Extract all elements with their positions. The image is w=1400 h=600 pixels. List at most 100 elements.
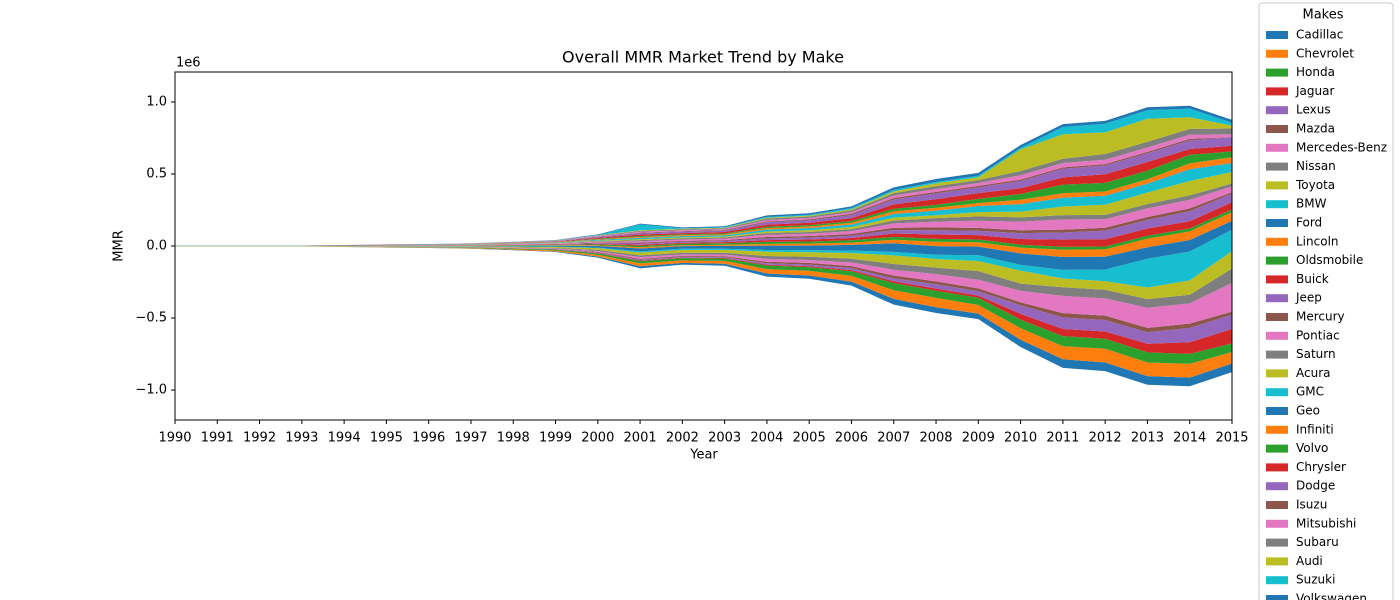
legend-label: Suzuki [1296, 573, 1335, 587]
legend-swatch [1266, 557, 1288, 566]
legend-label: Mercury [1296, 310, 1345, 324]
x-tick-label: 1996 [412, 431, 445, 446]
legend-label: Infiniti [1296, 422, 1334, 436]
stream-area [175, 163, 1232, 246]
x-tick-label: 1995 [370, 431, 403, 446]
legend-label: Nissan [1296, 159, 1336, 173]
y-tick-label: 0.5 [146, 166, 167, 181]
stream-area [175, 229, 1232, 288]
legend-label: GMC [1296, 385, 1324, 399]
legend-label: Acura [1296, 366, 1331, 380]
legend-swatch [1266, 407, 1288, 415]
x-tick-label: 2007 [877, 431, 910, 446]
legend-swatch [1266, 595, 1288, 600]
legend-swatch [1266, 200, 1288, 209]
legend-swatch [1266, 576, 1288, 585]
legend-label: Cadillac [1296, 28, 1343, 42]
legend-swatch [1266, 219, 1288, 227]
x-tick-label: 1994 [328, 431, 361, 446]
stream-area [175, 246, 1232, 344]
x-tick-label: 2014 [1173, 431, 1206, 446]
stream-area [175, 212, 1232, 257]
stream-area [175, 246, 1232, 387]
legend-title: Makes [1302, 8, 1343, 23]
legend-swatch [1266, 331, 1288, 340]
legend-swatch [1266, 68, 1288, 77]
x-tick-label: 1990 [158, 431, 191, 446]
stream-area [175, 163, 1232, 246]
legend-label: Toyota [1295, 178, 1335, 192]
legend-label: Lincoln [1296, 234, 1339, 248]
stream-area [175, 108, 1232, 246]
legend-swatch [1266, 538, 1288, 547]
x-tick-label: 2011 [1046, 431, 1079, 446]
x-tick-label: 1999 [539, 431, 572, 446]
legend: Makes Cadillac Chevrolet Honda Jaguar Lexus M… [1258, 2, 1394, 600]
x-tick-label: 2001 [624, 431, 657, 446]
legend-swatch [1266, 463, 1288, 472]
legend-swatch [1266, 482, 1288, 491]
legend-swatch [1266, 237, 1288, 246]
x-tick-label: 1998 [497, 431, 530, 446]
x-tick-label: 2005 [793, 431, 826, 446]
legend-swatch [1266, 501, 1288, 509]
legend-swatch [1266, 31, 1288, 39]
x-tick-label: 2004 [750, 431, 783, 446]
legend-swatch [1266, 49, 1288, 58]
legend-label: Pontiac [1296, 328, 1340, 342]
stream-area [175, 246, 1232, 378]
y-axis-label: MMR [112, 230, 127, 261]
y-tick-label: −0.5 [135, 311, 167, 326]
x-tick-label: 2013 [1131, 431, 1164, 446]
legend-swatch [1266, 87, 1288, 96]
legend-label: Honda [1296, 65, 1335, 79]
stream-area [175, 246, 1232, 308]
legend-swatch [1266, 388, 1288, 397]
y-tick-label: 0.0 [146, 239, 167, 254]
x-tick-label: 2010 [1004, 431, 1037, 446]
y-tick-label: −1.0 [135, 383, 167, 398]
legend-label: Volvo [1296, 441, 1328, 455]
stream-area [175, 246, 1232, 364]
x-tick-label: 1992 [243, 431, 276, 446]
stream-area [175, 246, 1232, 354]
x-tick-label: 2012 [1089, 431, 1122, 446]
legend-label: Saturn [1296, 347, 1336, 361]
legend-swatch [1266, 275, 1288, 284]
legend-swatch [1266, 181, 1288, 190]
legend-swatch [1266, 313, 1288, 321]
chart-title: Overall MMR Market Trend by Make [562, 48, 844, 67]
stream-area [175, 245, 1232, 300]
legend-label: Dodge [1296, 479, 1335, 493]
x-tick-label: 2008 [919, 431, 952, 446]
legend-label: Isuzu [1296, 498, 1327, 512]
legend-label: Mercedes-Benz [1296, 140, 1387, 154]
legend-swatch [1266, 444, 1288, 453]
legend-label: Ford [1296, 216, 1322, 230]
x-tick-label: 2006 [835, 431, 868, 446]
plot-area [175, 105, 1232, 387]
legend-label: Lexus [1296, 103, 1331, 117]
stream-area [175, 193, 1232, 246]
x-tick-label: 2003 [708, 431, 741, 446]
y-tick-label: 1.0 [146, 94, 167, 109]
x-tick-label: 2002 [666, 431, 699, 446]
legend-swatch [1266, 106, 1288, 115]
legend-swatch [1266, 143, 1288, 152]
legend-swatch [1266, 350, 1288, 359]
legend-swatch [1266, 256, 1288, 265]
legend-label: Mazda [1296, 122, 1335, 136]
legend-swatch [1266, 519, 1288, 528]
legend-swatch [1266, 125, 1288, 133]
legend-label: Jaguar [1295, 84, 1334, 98]
stream-area [175, 246, 1232, 328]
stream-area [175, 151, 1232, 246]
legend-label: Chevrolet [1296, 46, 1354, 60]
stream-area [175, 209, 1232, 250]
stream-area [175, 157, 1232, 246]
legend-label: Oldsmobile [1296, 253, 1363, 267]
legend-label: Subaru [1296, 535, 1339, 549]
x-tick-label: 1993 [285, 431, 318, 446]
